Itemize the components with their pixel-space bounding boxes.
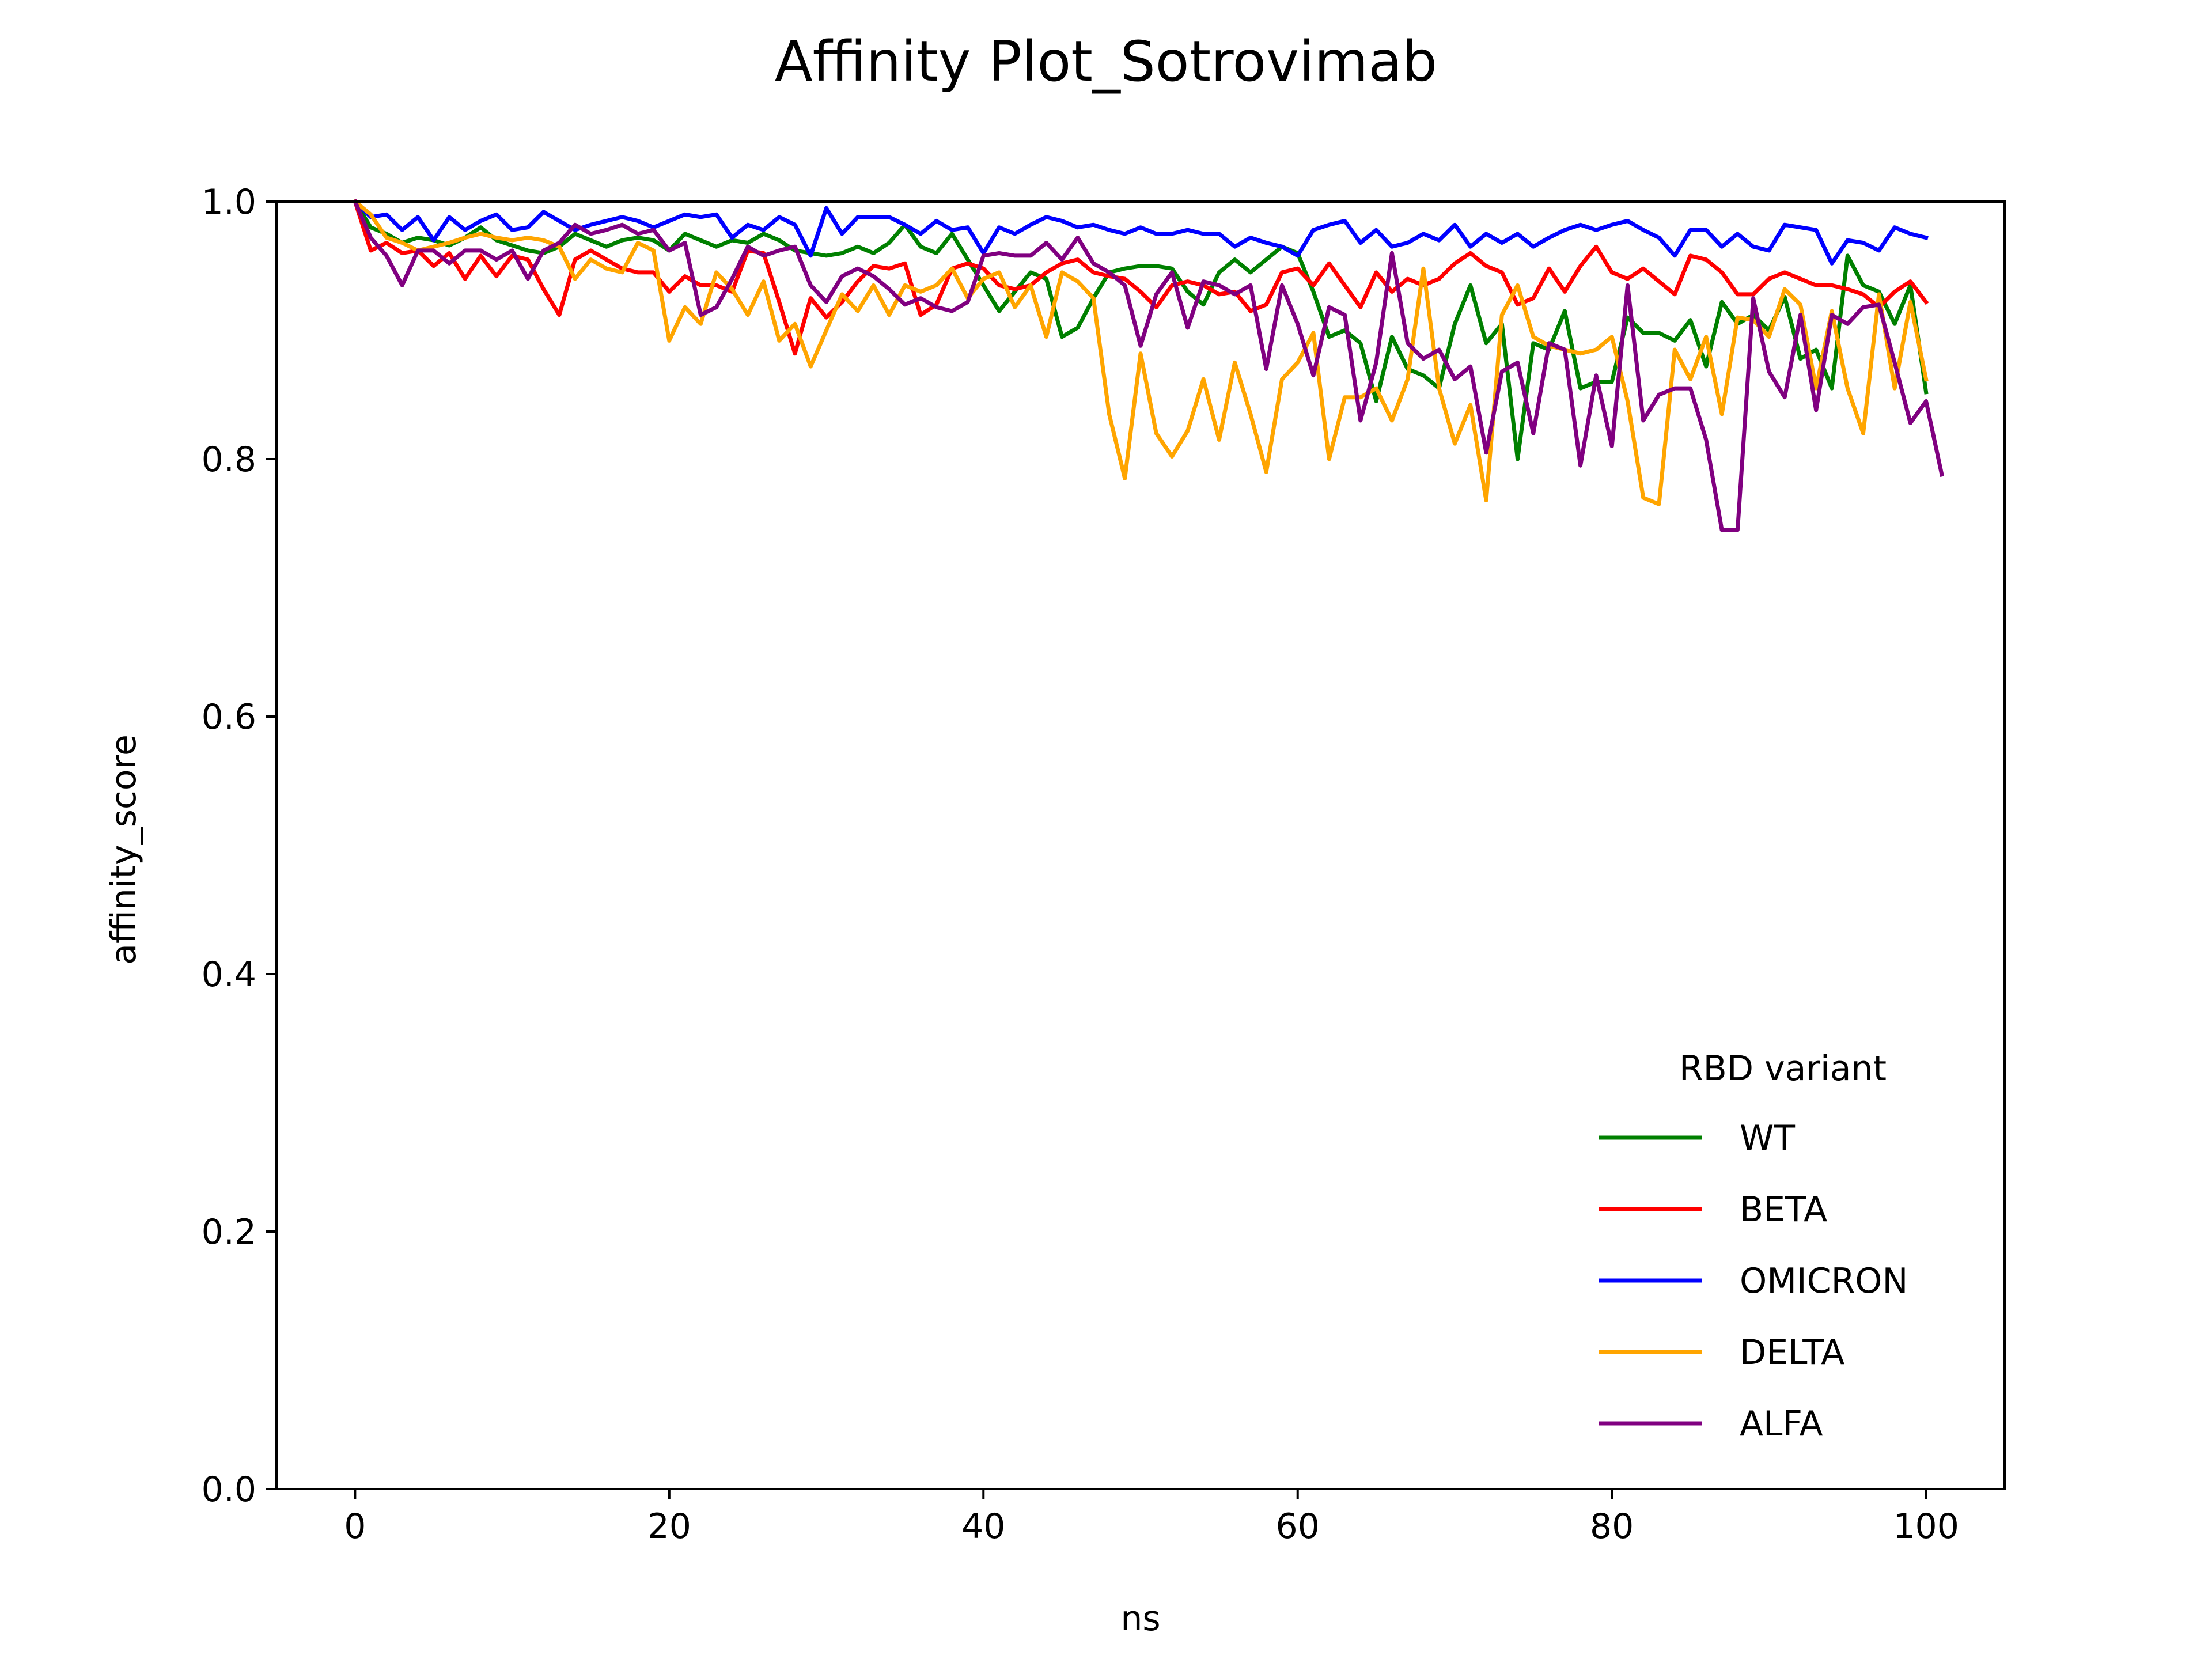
plot-area: [275, 199, 2006, 1490]
legend-label-beta: BETA: [1740, 1190, 1827, 1230]
legend-label-delta: DELTA: [1740, 1332, 1844, 1373]
legend-label-wt: WT: [1740, 1118, 1795, 1158]
x-tick-label: 100: [1893, 1506, 1959, 1547]
series-line-wt: [352, 199, 1929, 461]
series-line-beta: [352, 199, 1929, 356]
y-tick-label: 0.0: [202, 1469, 256, 1510]
y-tick-label: 0.8: [202, 440, 256, 480]
legend: RBD variant WT BETA OMICRON DELTA ALFA: [1599, 1048, 1908, 1444]
series-line-alfa: [352, 199, 1945, 532]
x-tick-label: 80: [1590, 1506, 1634, 1547]
x-axis: 0 20 40 60 80 100: [344, 1489, 1959, 1547]
y-tick-label: 0.6: [202, 697, 256, 737]
legend-title: RBD variant: [1679, 1048, 1887, 1089]
series-line-delta: [352, 199, 1929, 506]
y-axis: 0.0 0.2 0.4 0.6 0.8 1.0: [202, 182, 276, 1510]
x-tick-label: 20: [647, 1506, 691, 1547]
y-tick-label: 1.0: [202, 182, 256, 222]
x-tick-label: 0: [344, 1506, 366, 1547]
x-axis-label: ns: [1120, 1599, 1160, 1639]
y-tick-label: 0.2: [202, 1212, 256, 1252]
x-tick-label: 60: [1276, 1506, 1320, 1547]
legend-label-omicron: OMICRON: [1740, 1261, 1908, 1301]
chart-title: Affinity Plot_Sotrovimab: [775, 29, 1437, 94]
y-tick-label: 0.4: [202, 955, 256, 995]
series-line-omicron: [352, 199, 1929, 266]
axes-frame: [275, 200, 2006, 1490]
x-tick-label: 40: [961, 1506, 1005, 1547]
legend-label-alfa: ALFA: [1740, 1404, 1823, 1444]
series-layer: [352, 199, 1945, 532]
y-axis-label: affinity_score: [104, 734, 144, 965]
